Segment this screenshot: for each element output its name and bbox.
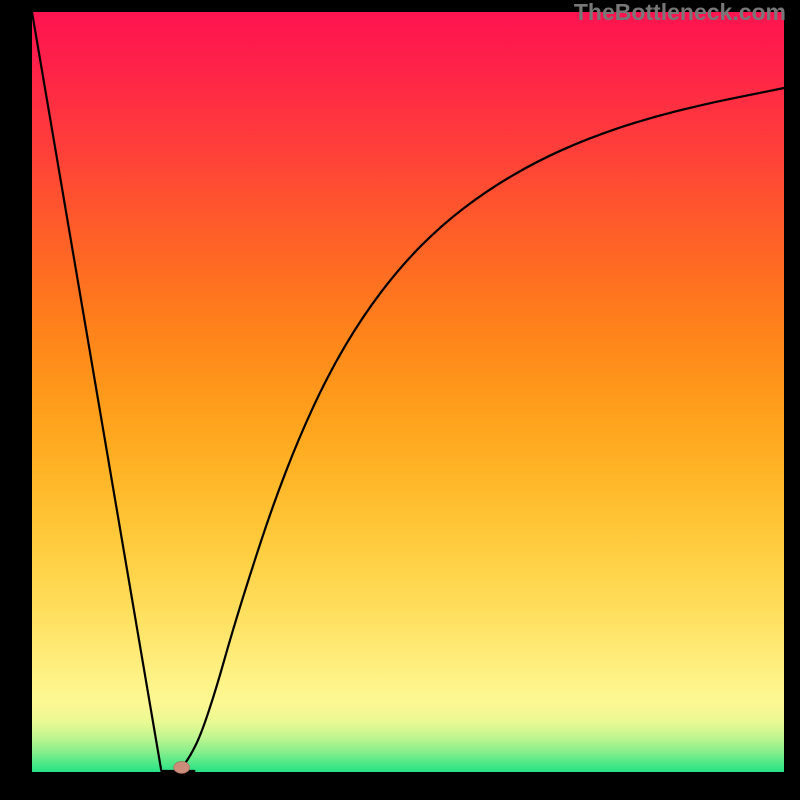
chart-frame: TheBottleneck.com (0, 0, 800, 800)
chart-svg (0, 0, 800, 800)
watermark-text: TheBottleneck.com (574, 0, 786, 26)
optimal-point-marker (174, 761, 190, 773)
heat-gradient-area (32, 12, 784, 772)
